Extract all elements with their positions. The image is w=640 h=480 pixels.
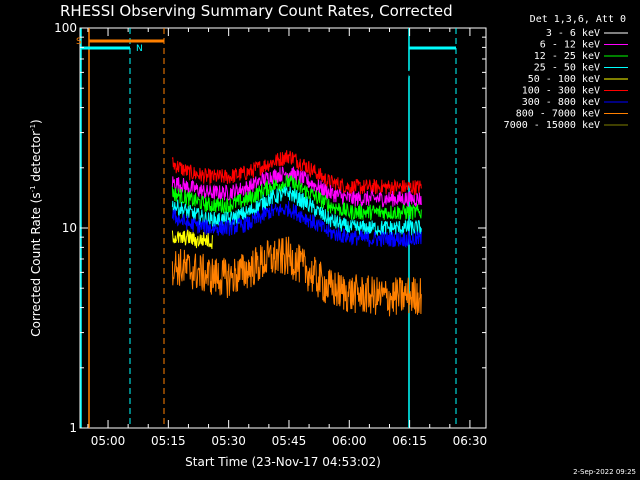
series-line — [171, 229, 213, 250]
legend-label: 7000 - 15000 keV — [504, 120, 600, 131]
footer-date: 2-Sep-2022 09:25 — [573, 468, 636, 476]
series-line — [171, 186, 422, 237]
legend-label: 12 - 25 keV — [534, 51, 600, 62]
legend-label: 300 - 800 keV — [522, 97, 600, 108]
marker-label-s: S — [76, 37, 82, 47]
x-tick-label: 06:00 — [332, 434, 367, 448]
marker-lines: SN — [76, 28, 457, 428]
series-line — [171, 174, 422, 221]
legend-label: 100 - 300 keV — [522, 86, 600, 97]
plot-frame — [79, 27, 487, 429]
data-series — [171, 55, 422, 317]
legend-label: 25 - 50 keV — [534, 63, 600, 74]
x-tick-label: 05:45 — [272, 434, 307, 448]
legend-header: Det 1,3,6, Att 0 — [530, 14, 626, 25]
series-line — [171, 55, 422, 80]
x-tick-label: 05:00 — [91, 434, 126, 448]
x-tick-label: 06:30 — [453, 434, 488, 448]
y-axis-label: Corrected Count Rate (s-1 detector-1) — [29, 119, 43, 336]
x-axis-ticks: 05:00 05:15 05:30 05:45 06:00 06:15 06:30 — [87, 28, 488, 448]
y-tick-label: 10 — [62, 221, 77, 235]
legend-label: 3 - 6 keV — [546, 28, 600, 39]
x-tick-label: 06:15 — [392, 434, 427, 448]
series-line — [171, 200, 422, 249]
y-axis-ticks: 1 10 100 — [54, 21, 486, 435]
chart-title: RHESSI Observing Summary Count Rates, Co… — [60, 2, 453, 20]
y-tick-label: 100 — [54, 21, 77, 35]
y-tick-label: 1 — [69, 421, 77, 435]
legend-label: 50 - 100 keV — [528, 74, 600, 85]
x-axis-label: Start Time (23-Nov-17 04:53:02) — [185, 455, 381, 469]
marker-label-n: N — [136, 44, 143, 54]
x-tick-label: 05:15 — [151, 434, 186, 448]
series-line — [171, 236, 422, 317]
legend-label: 800 - 7000 keV — [516, 109, 600, 120]
legend-label: 6 - 12 keV — [540, 40, 600, 51]
series-line — [171, 166, 422, 208]
x-tick-label: 05:30 — [211, 434, 246, 448]
series-line — [171, 150, 422, 197]
